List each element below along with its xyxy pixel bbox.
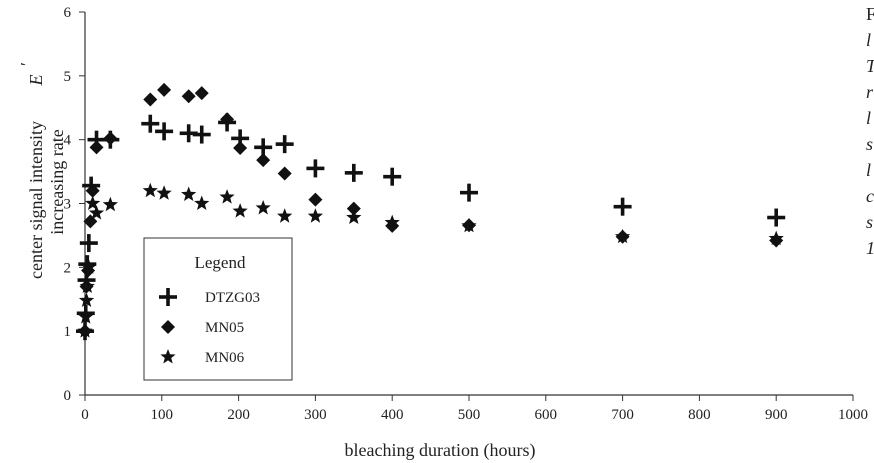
data-point-mn05 — [143, 92, 158, 107]
x-tick-label: 300 — [304, 407, 327, 423]
x-axis-title: bleaching duration (hours) — [345, 440, 536, 461]
data-point-mn06 — [255, 199, 271, 215]
side-caption-line: s — [866, 212, 873, 232]
y-tick-label: 6 — [64, 5, 72, 21]
side-caption-line: s — [866, 134, 873, 154]
side-caption-line: T — [866, 56, 874, 76]
side-caption: FlTrlslcs1 — [866, 4, 874, 258]
x-tick-label: 0 — [81, 407, 89, 423]
data-point-mn06 — [307, 208, 324, 223]
x-tick-label: 600 — [535, 407, 558, 423]
data-point-mn06 — [232, 203, 248, 218]
data-point-mn05 — [181, 89, 196, 104]
side-caption-line: F — [866, 4, 874, 24]
side-caption-line: l — [866, 160, 871, 180]
data-point-mn05 — [277, 166, 292, 181]
data-point-mn06 — [277, 208, 293, 223]
data-point-mn06 — [768, 230, 784, 246]
data-point-mn05 — [346, 201, 361, 216]
data-point-dtzg03 — [613, 197, 632, 216]
x-tick-label: 1000 — [838, 407, 868, 423]
data-point-dtzg03 — [79, 234, 98, 253]
side-caption-line: l — [866, 30, 871, 50]
data-point-mn05 — [85, 183, 100, 198]
data-point-mn06 — [79, 278, 95, 293]
y-tick-label: 2 — [64, 260, 72, 276]
legend-label-mn05: MN05 — [205, 320, 244, 336]
data-point-dtzg03 — [306, 159, 325, 178]
data-point-dtzg03 — [141, 114, 160, 133]
data-point-mn06 — [181, 186, 197, 202]
y-axis-title-line1: center signal intensity — [26, 121, 46, 279]
y-axis-title: E ′ center signal intensity increasing r… — [17, 62, 67, 279]
data-point-mn06 — [461, 217, 477, 233]
data-point-mn06 — [614, 228, 631, 244]
y-tick-label: 0 — [64, 388, 72, 404]
side-caption-line: r — [866, 82, 874, 102]
data-point-dtzg03 — [460, 183, 478, 202]
y-tick-label: 3 — [64, 197, 72, 213]
data-point-mn06 — [346, 209, 362, 225]
data-point-dtzg03 — [87, 130, 106, 149]
data-point-mn06 — [102, 196, 118, 212]
data-point-mn06 — [194, 195, 210, 210]
legend: Legend DTZG03 MN05 MN06 — [143, 237, 293, 381]
legend-title: Legend — [195, 253, 246, 272]
x-tick-label: 500 — [458, 407, 481, 423]
data-point-mn05 — [308, 192, 323, 207]
legend-marker-mn05 — [161, 320, 175, 334]
data-point-mn05 — [89, 140, 104, 155]
legend-label-mn06: MN06 — [205, 350, 245, 366]
data-point-mn06 — [384, 214, 400, 230]
side-caption-line: c — [866, 186, 874, 206]
side-caption-line: 1 — [866, 238, 874, 258]
data-point-dtzg03 — [179, 124, 198, 143]
data-point-dtzg03 — [231, 129, 250, 148]
data-point-mn06 — [81, 259, 97, 274]
data-point-mn05 — [157, 82, 172, 97]
data-point-dtzg03 — [344, 163, 363, 182]
x-tick-label: 700 — [611, 407, 634, 423]
data-point-mn06 — [219, 189, 235, 204]
data-point-mn06 — [78, 309, 94, 324]
data-points — [76, 82, 786, 341]
y-tick-label: 1 — [64, 324, 72, 340]
data-point-mn06 — [85, 195, 101, 210]
data-point-mn06 — [78, 292, 95, 307]
data-point-dtzg03 — [254, 138, 273, 157]
side-caption-line: l — [866, 108, 871, 128]
y-tick-label: 5 — [64, 69, 72, 85]
y-axis-title-symbol: E — [26, 75, 46, 87]
data-point-mn05 — [103, 131, 118, 146]
legend-label-dtzg03: DTZG03 — [205, 290, 260, 306]
y-tick-label: 4 — [64, 133, 72, 149]
data-point-mn05 — [194, 86, 209, 101]
ticks: 0 1 2 3 4 5 6 0 100 200 300 400 500 600 700 800 900 1000 — [64, 5, 869, 423]
x-tick-label: 400 — [381, 407, 404, 423]
y-axis-title-prime: ′ — [17, 62, 37, 66]
data-point-mn06 — [142, 182, 158, 198]
legend-marker-mn06 — [160, 349, 176, 364]
x-tick-label: 900 — [765, 407, 788, 423]
legend-marker-dtzg03 — [159, 288, 177, 306]
x-tick-label: 800 — [688, 407, 711, 423]
data-point-dtzg03 — [275, 135, 294, 154]
x-tick-label: 200 — [227, 407, 250, 423]
data-point-mn05 — [256, 153, 271, 168]
x-tick-label: 100 — [151, 407, 174, 423]
data-point-mn05 — [233, 140, 248, 155]
data-point-mn06 — [156, 185, 172, 200]
data-point-dtzg03 — [192, 125, 211, 144]
data-point-dtzg03 — [767, 208, 786, 227]
data-point-dtzg03 — [383, 167, 402, 186]
data-point-mn05 — [220, 112, 235, 127]
y-axis-title-line2: increasing rate — [47, 129, 67, 234]
series-mn06 — [77, 182, 784, 338]
data-point-dtzg03 — [155, 122, 174, 141]
data-point-mn06 — [77, 323, 93, 338]
data-point-mn06 — [88, 205, 105, 220]
